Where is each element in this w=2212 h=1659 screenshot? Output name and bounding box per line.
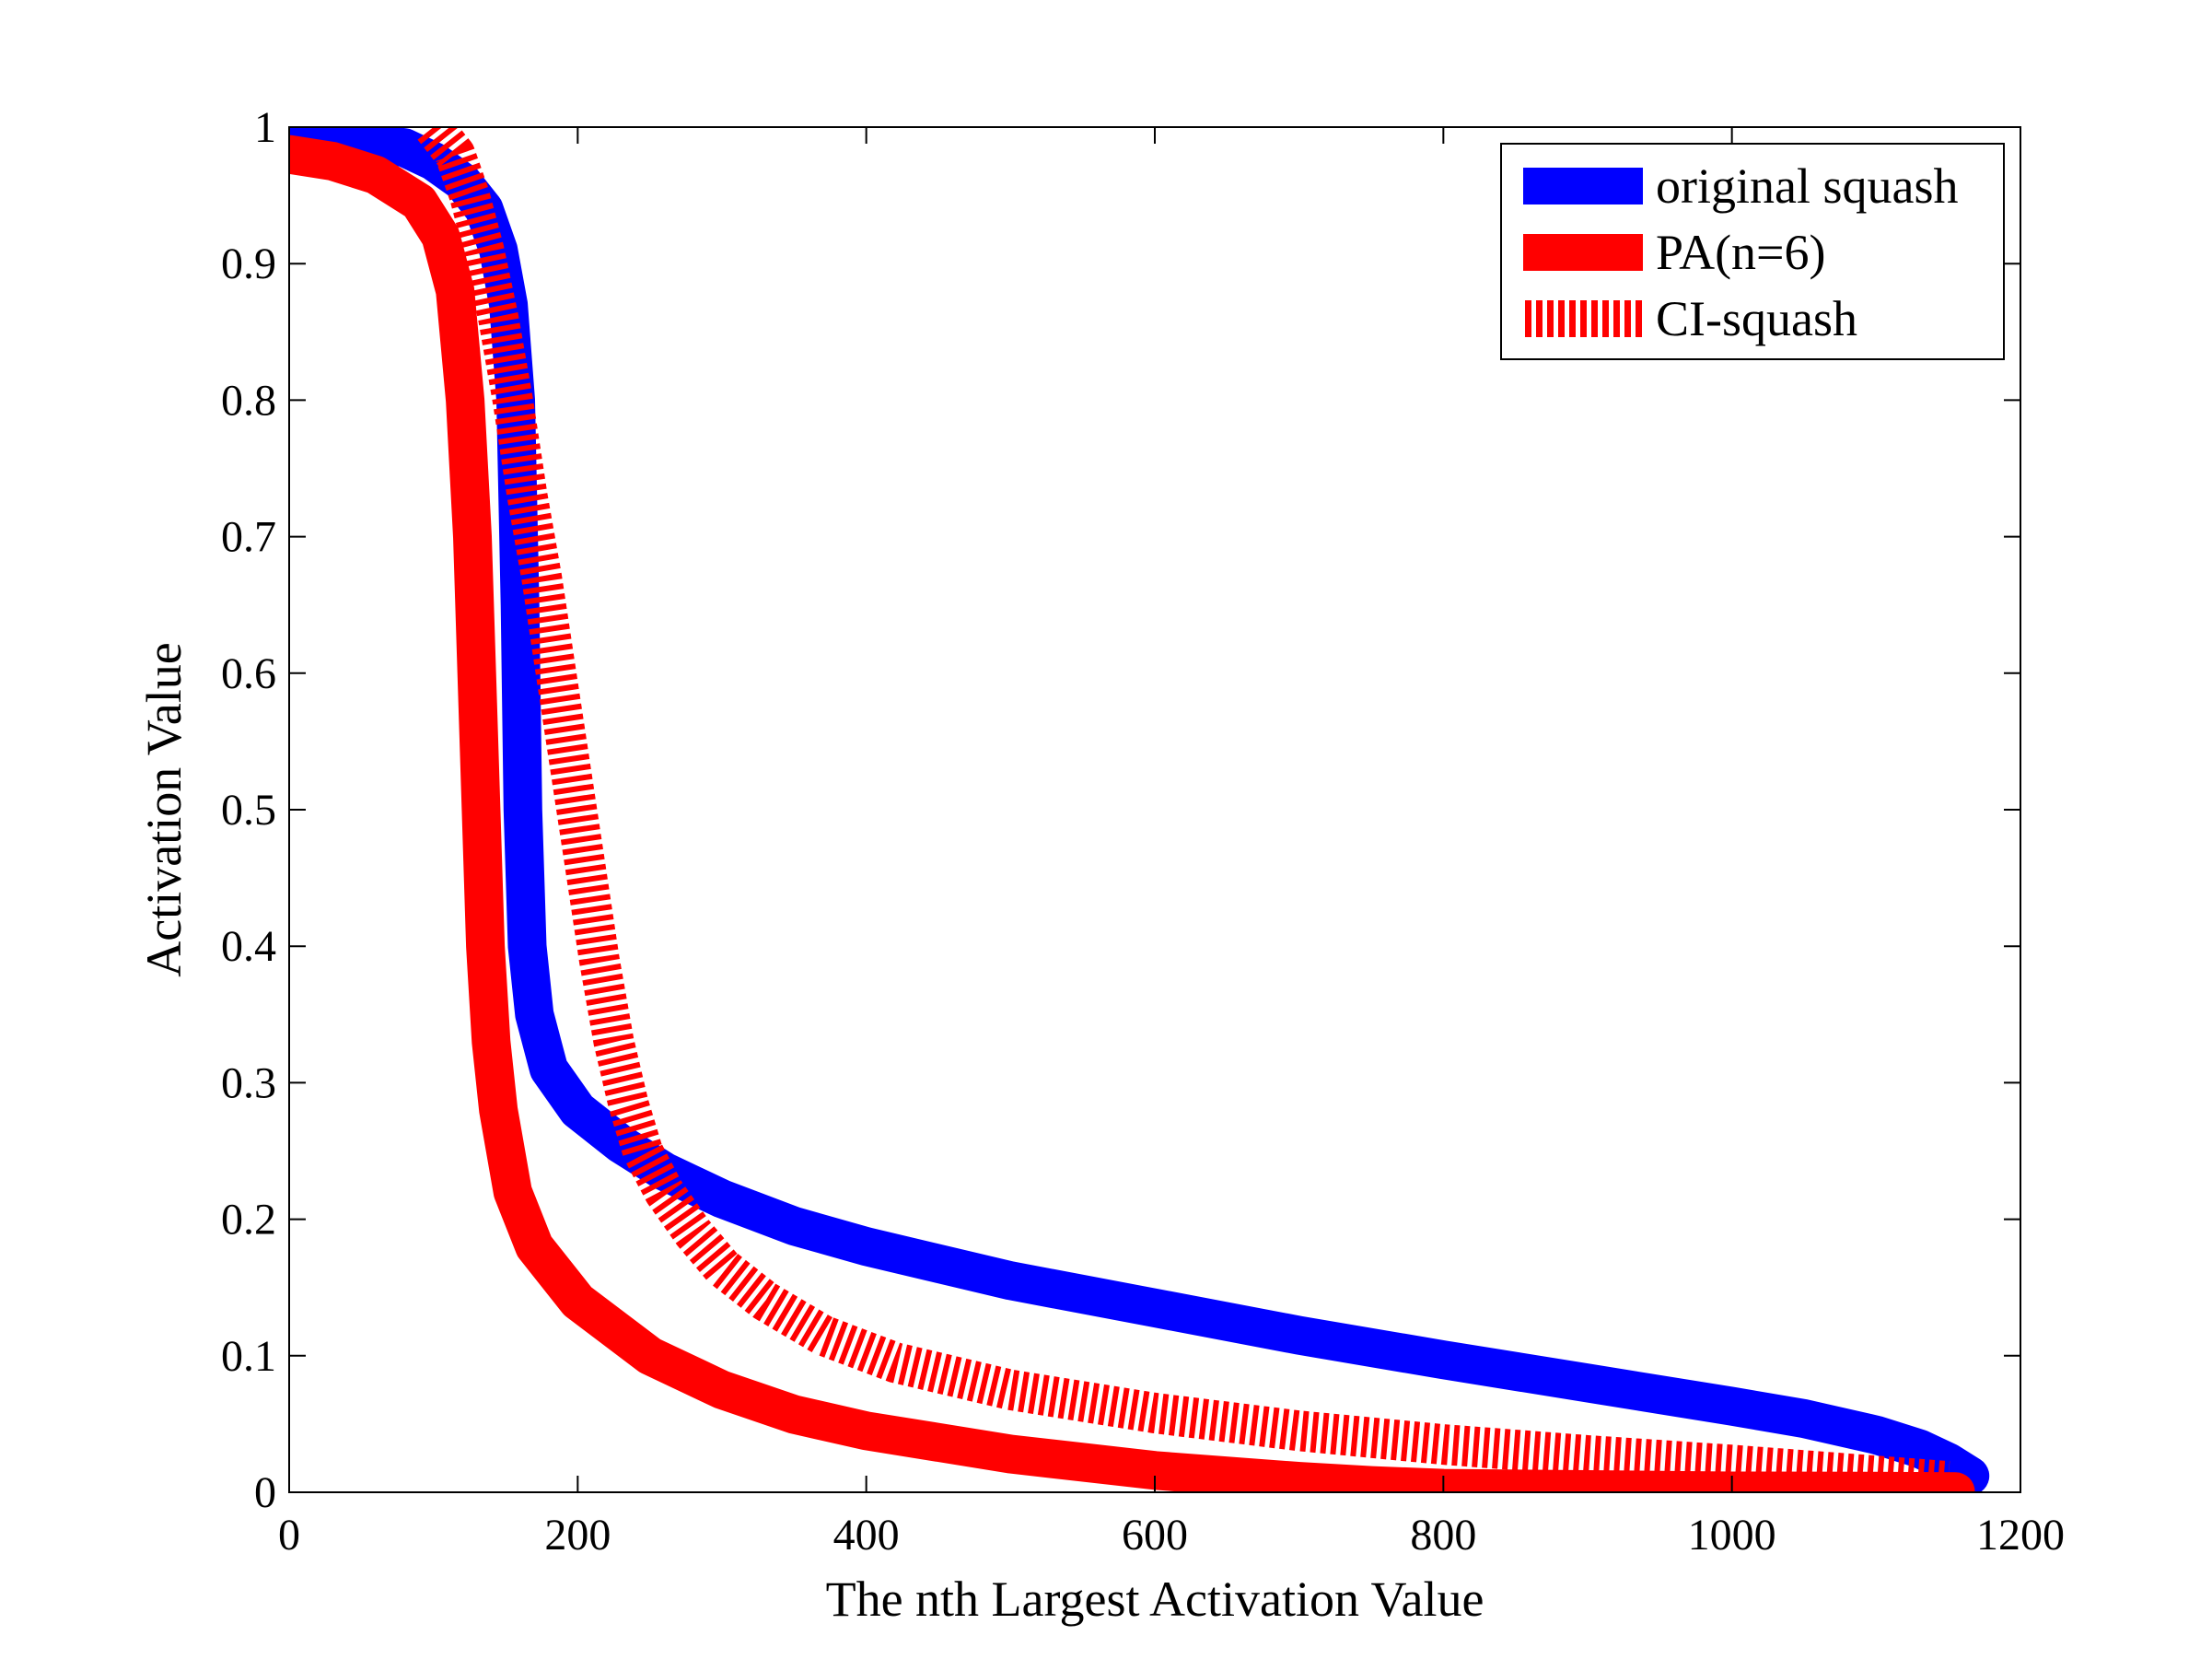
y-tick-label: 0.4 <box>221 922 276 971</box>
x-tick-label: 1200 <box>1976 1511 2065 1560</box>
legend-label-pa: PA(n=6) <box>1656 225 1826 280</box>
legend: original squash PA(n=6) CI-squash <box>1500 143 2005 360</box>
y-tick-label: 0.6 <box>221 649 276 698</box>
y-tick-label: 0.2 <box>221 1196 276 1244</box>
x-tick-label: 0 <box>278 1511 300 1560</box>
y-tick-label: 0 <box>254 1468 276 1517</box>
legend-label-ci-squash: CI-squash <box>1656 291 1857 346</box>
y-axis-label: Activation Value <box>136 642 192 976</box>
y-tick-label: 0.5 <box>221 786 276 835</box>
y-tick-label: 1 <box>254 103 276 152</box>
y-tick-label: 0.9 <box>221 240 276 288</box>
legend-label-original-squash: original squash <box>1656 158 1958 214</box>
legend-swatch-ci-squash <box>1523 300 1643 337</box>
y-tick-label: 0.1 <box>221 1332 276 1381</box>
legend-swatch-original-squash <box>1523 168 1643 204</box>
x-tick-label: 400 <box>833 1511 900 1560</box>
legend-swatch-pa <box>1523 234 1643 271</box>
x-axis-label: The nth Largest Activation Value <box>826 1571 1484 1627</box>
y-tick-label: 0.7 <box>221 513 276 562</box>
y-tick-label: 0.3 <box>221 1058 276 1107</box>
x-tick-label: 1000 <box>1688 1511 1776 1560</box>
series-line-ci-squash <box>417 127 1950 1492</box>
series-layer <box>289 127 1990 1492</box>
x-tick-label: 200 <box>544 1511 611 1560</box>
x-tick-label: 800 <box>1410 1511 1476 1560</box>
series-line-pa-n-6 <box>289 134 1975 1492</box>
x-tick-label: 600 <box>1122 1511 1188 1560</box>
ticks-layer: 0 200 400 600 800 1000 1200 0 0.1 0.2 0.3 0.4 0.5 0.6… <box>221 103 2065 1560</box>
y-tick-label: 0.8 <box>221 376 276 425</box>
